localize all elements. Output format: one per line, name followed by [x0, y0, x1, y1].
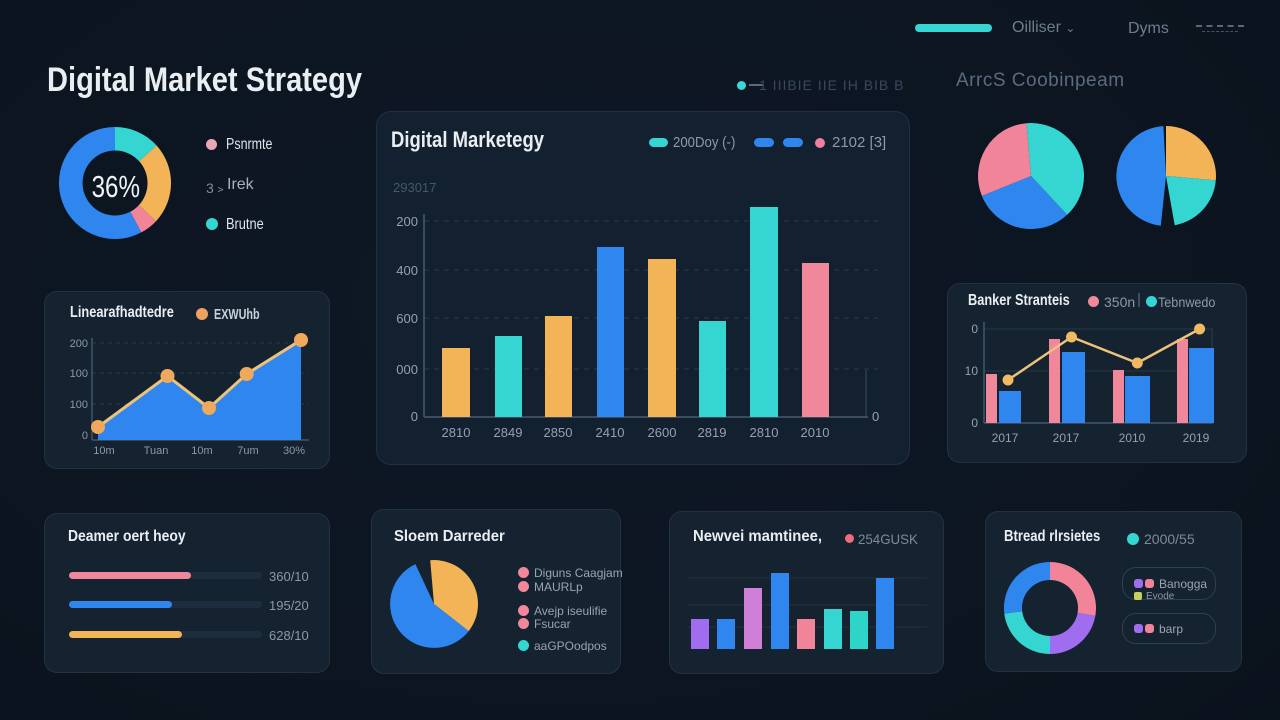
svg-text:Tuan: Tuan [144, 445, 169, 457]
svg-text:200: 200 [396, 214, 418, 229]
svg-text:2810: 2810 [750, 425, 779, 440]
svg-text:2850: 2850 [544, 425, 573, 440]
svg-text:10m: 10m [93, 445, 114, 457]
svg-text:2410: 2410 [596, 425, 625, 440]
svg-text:2819: 2819 [698, 425, 727, 440]
svg-text:30%: 30% [283, 445, 305, 457]
svg-text:0: 0 [411, 409, 418, 424]
svg-text:2017: 2017 [992, 431, 1019, 445]
svg-text:100: 100 [70, 368, 88, 380]
svg-text:7um: 7um [237, 445, 258, 457]
svg-text:2019: 2019 [1183, 431, 1210, 445]
svg-text:2010: 2010 [801, 425, 830, 440]
svg-text:400: 400 [396, 263, 418, 278]
svg-text:2600: 2600 [648, 425, 677, 440]
svg-text:10: 10 [965, 364, 979, 378]
svg-text:10m: 10m [191, 445, 212, 457]
svg-text:0: 0 [82, 430, 88, 442]
svg-text:2010: 2010 [1119, 431, 1146, 445]
svg-text:0: 0 [872, 409, 879, 424]
svg-text:2017: 2017 [1053, 431, 1080, 445]
svg-text:0: 0 [971, 322, 978, 336]
svg-text:000: 000 [396, 362, 418, 377]
svg-text:0: 0 [971, 416, 978, 430]
svg-text:100: 100 [70, 399, 88, 411]
svg-text:2849: 2849 [494, 425, 523, 440]
svg-text:2810: 2810 [442, 425, 471, 440]
svg-text:200: 200 [70, 338, 88, 350]
svg-text:600: 600 [396, 311, 418, 326]
